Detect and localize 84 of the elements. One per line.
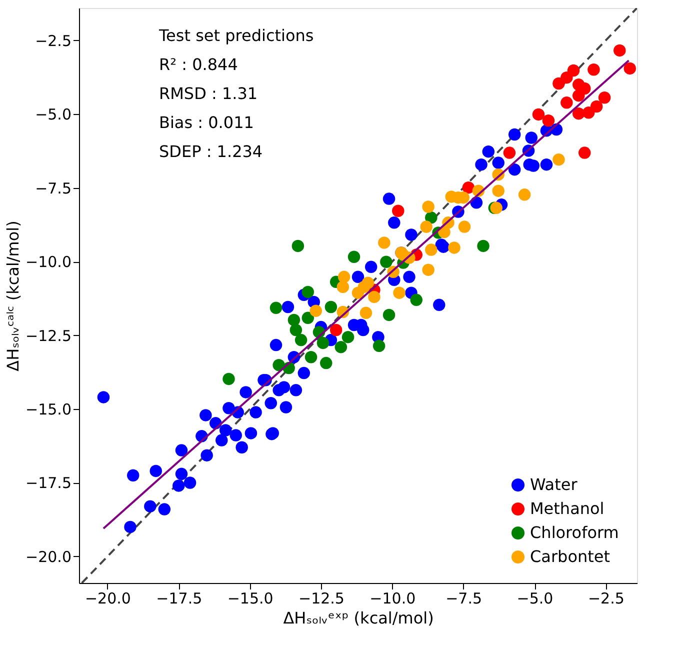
- point: [362, 276, 374, 289]
- point: [582, 106, 595, 119]
- point: [368, 290, 380, 304]
- point: [336, 280, 350, 294]
- point: [518, 188, 531, 201]
- point: [310, 304, 322, 317]
- legend-label: Methanol: [530, 499, 604, 518]
- point: [572, 107, 585, 120]
- annotation: Bias : 0.011: [159, 113, 254, 132]
- point: [393, 286, 406, 299]
- point: [410, 294, 422, 306]
- point: [334, 340, 348, 354]
- point: [425, 244, 438, 256]
- point: [330, 324, 342, 336]
- point: [552, 77, 565, 90]
- point: [590, 100, 603, 113]
- x-tick-label: −10.0: [370, 590, 416, 608]
- point: [292, 240, 304, 252]
- point: [560, 96, 573, 109]
- x-tick-label: −5.0: [516, 590, 554, 608]
- point: [598, 92, 611, 104]
- legend-label: Carbontet: [530, 547, 610, 566]
- y-tick-label: −20.0: [26, 548, 72, 566]
- point: [578, 146, 591, 159]
- point: [614, 44, 626, 57]
- point: [324, 300, 338, 314]
- point: [372, 340, 386, 352]
- point: [560, 71, 573, 84]
- y-tick-label: −15.0: [26, 400, 72, 419]
- point: [422, 200, 434, 213]
- point: [503, 146, 516, 159]
- point: [448, 242, 460, 254]
- point: [302, 312, 314, 324]
- point: [572, 89, 585, 102]
- point: [302, 286, 314, 298]
- annotation: R² : 0.844: [159, 55, 238, 74]
- y-axis-title: ΔHₛₒₗᵥᶜᵃˡᶜ (kcal/mol): [4, 220, 23, 372]
- point: [378, 236, 390, 249]
- point: [552, 153, 565, 166]
- point: [304, 351, 318, 364]
- x-tick-label: −20.0: [84, 590, 131, 608]
- x-tick-label: −7.5: [446, 590, 482, 608]
- point: [392, 204, 404, 217]
- point: [532, 108, 545, 121]
- point: [624, 62, 636, 75]
- point: [342, 330, 354, 344]
- point: [422, 264, 434, 276]
- point: [588, 64, 600, 76]
- point: [542, 114, 555, 127]
- y-tick-label: −5.0: [35, 106, 72, 124]
- annotation: RMSD : 1.31: [159, 84, 258, 103]
- point: [288, 314, 300, 326]
- annotation: SDEP : 1.234: [159, 142, 263, 161]
- legend-label: Chloroform: [530, 523, 619, 542]
- point: [294, 334, 308, 346]
- point: [492, 184, 504, 197]
- point: [320, 356, 332, 370]
- point: [270, 302, 282, 314]
- x-axis-title: ΔHₛₒₗᵥᵉˣᵖ (kcal/mol): [283, 608, 434, 628]
- y-tick-label: −10.0: [26, 253, 72, 272]
- point: [458, 220, 471, 233]
- x-tick-label: −17.5: [156, 590, 202, 608]
- annotation: Test set predictions: [158, 26, 314, 45]
- legend-label: Water: [530, 475, 578, 494]
- x-tick-label: −2.5: [588, 590, 624, 608]
- point: [477, 240, 490, 252]
- point: [352, 286, 364, 299]
- point: [316, 336, 330, 350]
- y-tick-label: −17.5: [26, 474, 72, 492]
- point: [222, 372, 235, 386]
- point: [360, 306, 372, 320]
- point: [348, 250, 360, 263]
- point: [380, 256, 392, 268]
- point: [462, 181, 475, 194]
- point: [382, 308, 396, 322]
- x-tick-label: −15.0: [227, 590, 274, 608]
- x-tick-label: −12.5: [298, 590, 344, 608]
- point: [290, 324, 302, 336]
- point: [438, 226, 450, 238]
- y-tick-label: −2.5: [35, 32, 72, 50]
- point: [338, 270, 350, 284]
- point: [420, 220, 432, 233]
- y-tick-label: −12.5: [26, 326, 72, 345]
- y-tick-label: −7.5: [35, 179, 72, 198]
